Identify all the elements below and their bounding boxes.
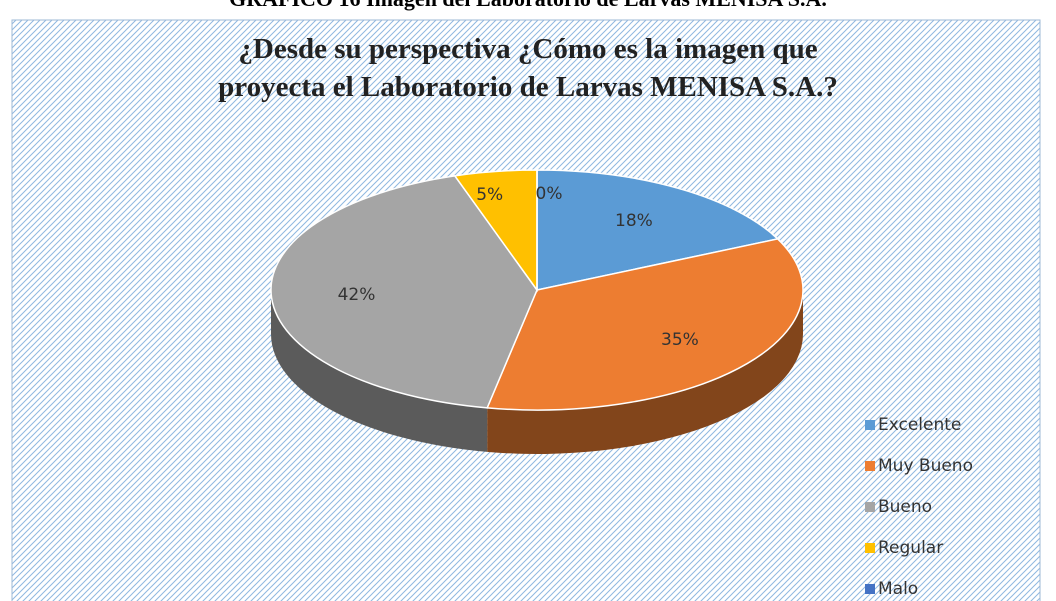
chart-title: proyecta el Laboratorio de Larvas MENISA… bbox=[218, 71, 838, 103]
pie-side bbox=[487, 290, 803, 455]
legend-swatch bbox=[865, 420, 875, 430]
pie-side bbox=[271, 290, 488, 452]
data-label: 42% bbox=[338, 285, 376, 305]
data-label: 0% bbox=[536, 184, 563, 204]
legend-swatch bbox=[865, 584, 875, 594]
data-label: 35% bbox=[661, 330, 699, 350]
legend-label: Muy Bueno bbox=[878, 456, 973, 476]
pie-slice bbox=[486, 238, 804, 411]
pie-slice bbox=[270, 175, 538, 409]
data-label: 18% bbox=[615, 211, 653, 231]
legend-swatch bbox=[865, 502, 875, 512]
legend-swatch bbox=[865, 461, 875, 471]
data-label: 5% bbox=[476, 185, 503, 205]
legend-label: Excelente bbox=[878, 415, 961, 435]
legend-label: Bueno bbox=[878, 497, 932, 517]
pie-slice bbox=[536, 169, 780, 291]
chart-title: ¿Desde su perspectiva ¿Cómo es la imagen… bbox=[238, 33, 817, 65]
legend-label: Regular bbox=[878, 538, 943, 558]
caption: GRÁFICO 16 Imagen del Laboratorio de Lar… bbox=[229, 0, 827, 11]
legend-swatch bbox=[865, 543, 875, 553]
legend-label: Malo bbox=[878, 579, 918, 599]
